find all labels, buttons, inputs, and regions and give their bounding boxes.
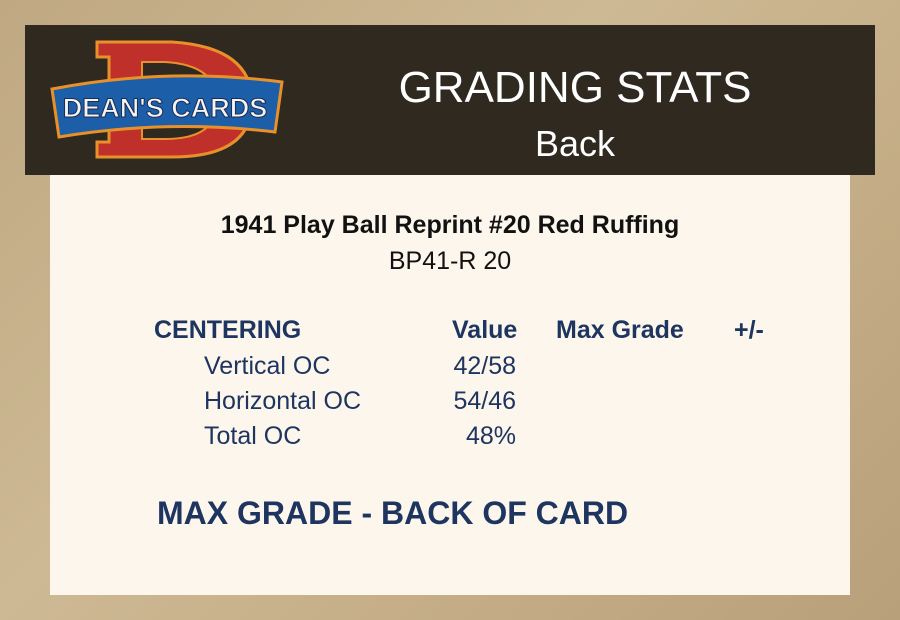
page-subtitle: Back: [534, 123, 616, 164]
svg-text:DEAN'S CARDS: DEAN'S CARDS: [63, 93, 267, 123]
row-label-vertical-oc: Vertical OC: [204, 352, 331, 380]
column-header-max-grade: Max Grade: [556, 316, 684, 344]
card-code: BP41-R 20: [388, 247, 512, 275]
section-heading-centering: CENTERING: [154, 316, 302, 344]
row-value-vertical-oc: 42/58: [453, 352, 516, 380]
deans-cards-logo: DEAN'S CARDS: [50, 40, 284, 159]
card-name: 1941 Play Ball Reprint #20 Red Ruffing: [220, 211, 680, 239]
row-value-total-oc: 48%: [465, 422, 516, 450]
page-title: GRADING STATS: [398, 63, 752, 112]
header-banner: DEAN'S CARDS GRADING STATS Back: [25, 25, 875, 175]
max-grade-heading: MAX GRADE - BACK OF CARD: [157, 495, 629, 531]
row-label-total-oc: Total OC: [204, 422, 302, 450]
row-value-horizontal-oc: 54/46: [453, 387, 516, 415]
row-label-horizontal-oc: Horizontal OC: [204, 387, 361, 415]
column-header-value: Value: [452, 316, 518, 344]
stats-panel: 1941 Play Ball Reprint #20 Red Ruffing B…: [50, 175, 850, 595]
column-header-plus-minus: +/-: [734, 316, 764, 344]
